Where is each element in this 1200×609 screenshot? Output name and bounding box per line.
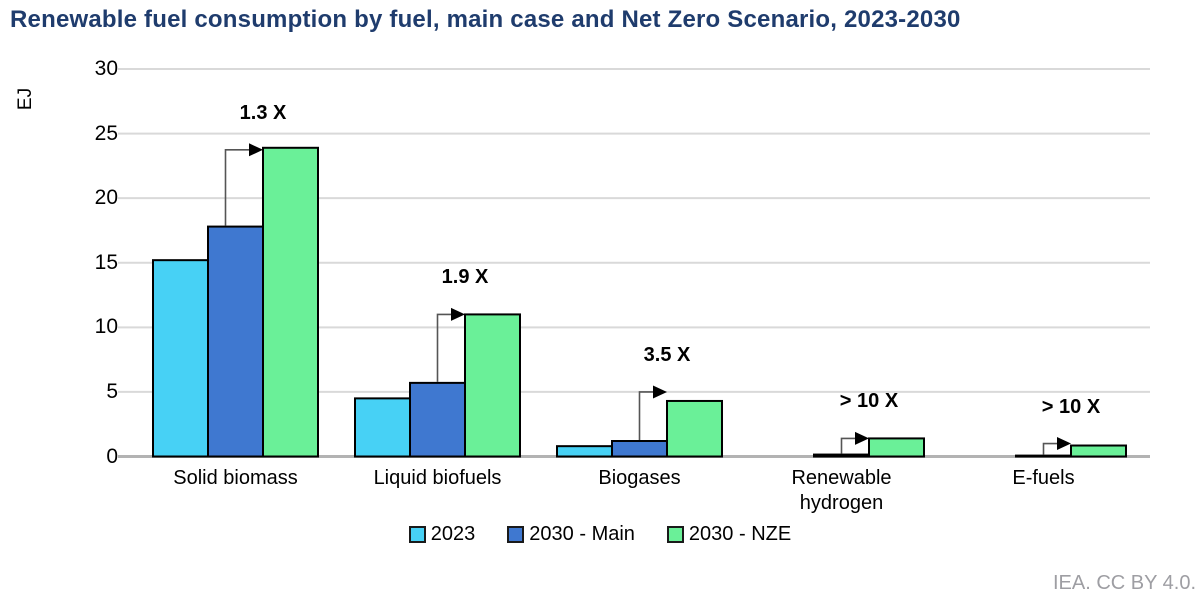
- bar-2023-solid-biomass: [152, 259, 209, 458]
- multiplier-annotation-liquid-biofuels: 1.9 X: [441, 266, 489, 289]
- y-tick-label-0: 0: [106, 444, 118, 468]
- legend-swatch-2030-main: [507, 525, 525, 543]
- category-label-renewable-hydrogen: Renewable hydrogen: [791, 467, 892, 514]
- bar-2030-main-solid-biomass: [207, 225, 264, 458]
- multiplier-annotation-biogases: 3.5 X: [643, 343, 691, 366]
- bar-2030-main-renewable-hydrogen: [813, 453, 870, 458]
- growth-arrow-line-biogases: [638, 391, 655, 440]
- y-tick-label-25: 25: [94, 121, 118, 145]
- growth-arrow-head-liquid-biofuels: [451, 307, 465, 321]
- growth-arrow-line-liquid-biofuels: [436, 313, 453, 382]
- legend-label-2030-nze: 2030 - NZE: [688, 522, 792, 545]
- growth-arrow-line-e-fuels: [1042, 442, 1059, 455]
- legend-item-2023: 2023: [408, 522, 476, 546]
- bar-2030-main-e-fuels: [1015, 454, 1072, 458]
- chart-title: Renewable fuel consumption by fuel, main…: [10, 6, 961, 33]
- growth-arrow-head-biogases: [653, 385, 667, 399]
- bar-2023-liquid-biofuels: [354, 397, 411, 458]
- multiplier-annotation-renewable-hydrogen: > 10 X: [839, 390, 899, 413]
- legend-item-2030-main: 2030 - Main: [507, 523, 635, 546]
- bar-2023-biogases: [556, 445, 613, 458]
- y-tick-label-20: 20: [94, 186, 118, 210]
- growth-arrow-line-solid-biomass: [224, 148, 251, 226]
- legend-swatch-2030-nze: [666, 525, 684, 543]
- bar-2030-main-liquid-biofuels: [409, 381, 466, 458]
- legend-label-2023: 2023: [430, 522, 476, 545]
- bar-2030-nze-renewable-hydrogen: [868, 437, 925, 458]
- legend-label-2030-main: 2030 - Main: [529, 522, 635, 545]
- category-label-solid-biomass: Solid biomass: [173, 467, 298, 489]
- category-label-e-fuels: E-fuels: [1012, 467, 1075, 489]
- y-tick-label-10: 10: [94, 315, 118, 339]
- y-tick-label-5: 5: [106, 379, 118, 403]
- multiplier-annotation-solid-biomass: 1.3 X: [239, 101, 287, 124]
- bar-2030-nze-biogases: [666, 399, 723, 458]
- bar-2030-nze-solid-biomass: [262, 146, 319, 458]
- growth-arrow-head-solid-biomass: [249, 143, 263, 157]
- growth-arrow-line-renewable-hydrogen: [840, 437, 857, 454]
- growth-arrow-head-renewable-hydrogen: [855, 431, 869, 445]
- bar-2030-nze-liquid-biofuels: [464, 313, 521, 458]
- multiplier-annotation-e-fuels: > 10 X: [1041, 395, 1101, 418]
- y-tick-label-15: 15: [94, 250, 118, 274]
- attribution-text: IEA. CC BY 4.0.: [1052, 572, 1196, 594]
- legend-item-2030-nze: 2030 - NZE: [666, 522, 792, 546]
- category-label-liquid-biofuels: Liquid biofuels: [373, 467, 502, 489]
- growth-arrow-head-e-fuels: [1057, 437, 1071, 451]
- category-label-biogases: Biogases: [598, 467, 681, 489]
- bar-2030-nze-e-fuels: [1070, 444, 1127, 458]
- legend-swatch-2023: [408, 525, 426, 543]
- chart-legend: 2023 2030 - Main 2030 - NZE: [0, 520, 1200, 548]
- bar-2030-main-biogases: [611, 440, 668, 458]
- y-tick-label-30: 30: [94, 57, 118, 80]
